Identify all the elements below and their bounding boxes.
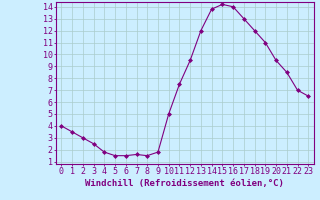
X-axis label: Windchill (Refroidissement éolien,°C): Windchill (Refroidissement éolien,°C) — [85, 179, 284, 188]
